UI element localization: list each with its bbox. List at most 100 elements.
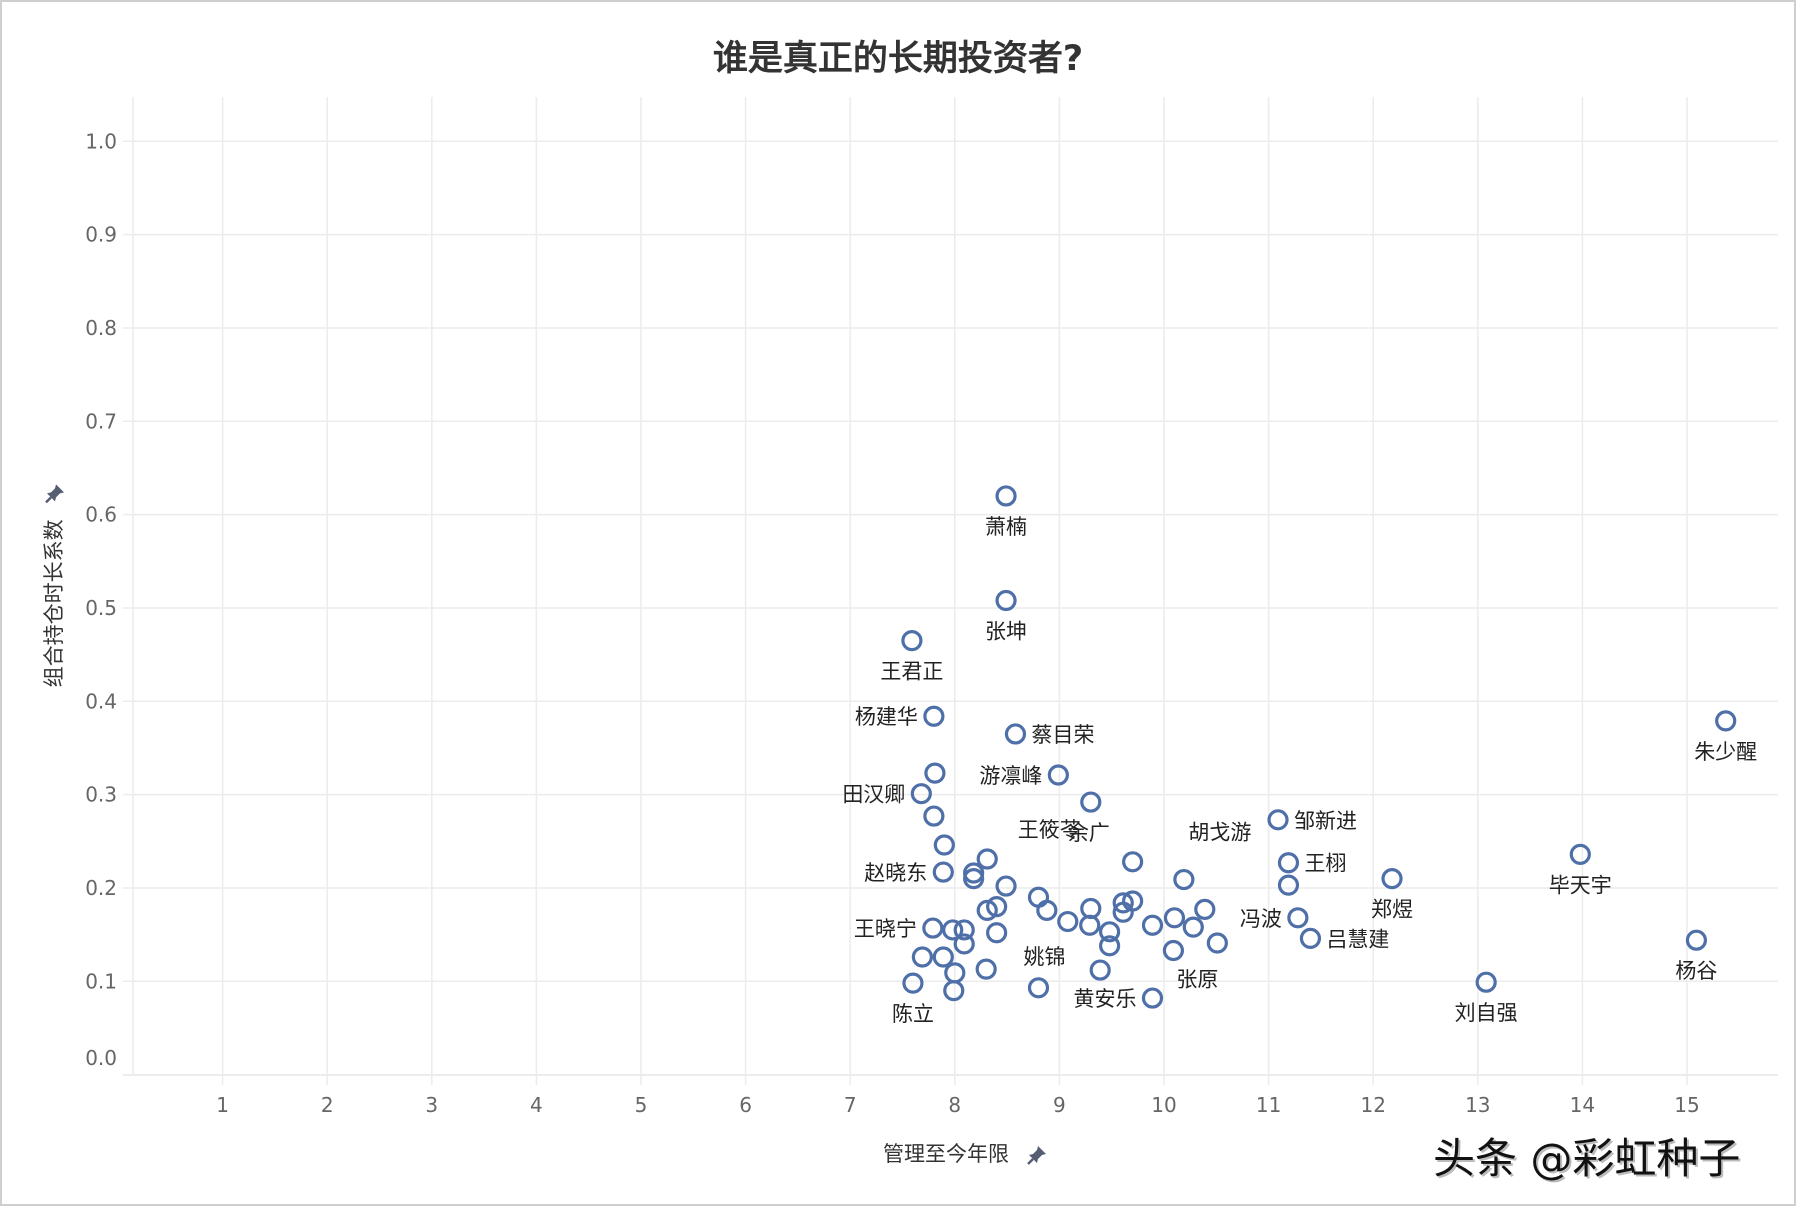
data-points [901, 485, 1737, 1009]
data-point[interactable] [1475, 971, 1497, 993]
gridlines [123, 97, 1778, 1085]
data-point[interactable] [1685, 929, 1708, 951]
data-point[interactable] [1287, 907, 1309, 929]
data-point[interactable] [1027, 886, 1050, 908]
data-point[interactable] [910, 783, 932, 805]
data-point[interactable] [1141, 914, 1164, 936]
x-axis-title-text: 管理至今年限 [883, 1142, 1009, 1166]
data-point[interactable] [922, 917, 944, 939]
y-axis-title: 组合持仓时长系数 [38, 483, 68, 688]
x-tick-label: 11 [1256, 1093, 1281, 1117]
point-label: 冯波 [1240, 907, 1282, 931]
y-tick-label: 0.3 [85, 783, 117, 807]
point-label: 朱少醒 [1694, 740, 1757, 764]
data-point[interactable] [976, 899, 998, 921]
x-tick-label: 5 [635, 1093, 648, 1117]
x-tick-label: 10 [1151, 1093, 1176, 1117]
x-tick-label: 7 [844, 1093, 857, 1117]
data-point[interactable] [995, 485, 1017, 507]
y-tick-label: 0.1 [85, 969, 117, 993]
data-point[interactable] [986, 922, 1008, 944]
point-label: 王栩 [1304, 852, 1346, 876]
point-label: 萧楠 [985, 515, 1027, 539]
data-point[interactable] [1057, 910, 1079, 933]
data-point[interactable] [995, 589, 1017, 612]
x-tick-label: 13 [1465, 1093, 1490, 1117]
point-label: 王君正 [880, 660, 943, 684]
data-point[interactable] [986, 896, 1008, 918]
y-axis-ticks: 0.0 0.1 0.2 0.3 0.4 0.5 0.6 0.7 0.8 0.9 1.0 [85, 129, 117, 1070]
pin-icon[interactable] [44, 483, 66, 505]
data-point[interactable] [911, 946, 933, 968]
watermark: 头条 @彩虹种子 [1433, 1134, 1741, 1183]
data-point[interactable] [1079, 914, 1101, 936]
data-point[interactable] [1080, 791, 1102, 813]
data-point[interactable] [1715, 710, 1737, 732]
data-point[interactable] [1141, 987, 1164, 1009]
point-label: 黄安乐 [1073, 987, 1136, 1011]
data-point[interactable] [923, 705, 945, 727]
y-tick-label: 0.5 [85, 596, 117, 620]
data-point[interactable] [1112, 892, 1134, 914]
point-label: 田汉卿 [842, 783, 905, 807]
x-tick-label: 4 [530, 1093, 543, 1117]
data-point[interactable] [1036, 899, 1058, 921]
data-point[interactable] [1112, 901, 1134, 923]
data-point[interactable] [963, 868, 985, 890]
y-tick-label: 0.6 [85, 503, 117, 527]
point-label: 王晓宁 [854, 917, 917, 941]
data-point[interactable] [1299, 927, 1322, 949]
point-label: 毕天宇 [1549, 873, 1612, 897]
data-point[interactable] [1194, 898, 1216, 921]
data-point[interactable] [1277, 874, 1300, 896]
x-tick-label: 9 [1053, 1093, 1066, 1117]
data-point[interactable] [932, 946, 954, 968]
data-point[interactable] [975, 958, 997, 980]
data-point[interactable] [1381, 868, 1403, 890]
data-point[interactable] [1206, 932, 1228, 954]
data-point[interactable] [1267, 809, 1289, 831]
x-axis-title: 管理至今年限 [883, 1138, 1048, 1168]
data-point[interactable] [953, 933, 975, 955]
data-point[interactable] [1089, 959, 1111, 981]
data-point[interactable] [1027, 977, 1050, 999]
data-point[interactable] [1122, 851, 1144, 873]
data-point[interactable] [942, 919, 964, 941]
data-point[interactable] [933, 834, 955, 856]
data-point[interactable] [1569, 843, 1591, 865]
point-label: 陈立 [892, 1002, 934, 1026]
data-point[interactable] [923, 805, 945, 827]
y-tick-label: 0.2 [85, 876, 117, 900]
data-point[interactable] [901, 630, 923, 652]
data-point[interactable] [1277, 852, 1300, 874]
point-label: 张坤 [985, 619, 1027, 643]
point-label: 蔡目荣 [1031, 723, 1094, 747]
x-tick-label: 1 [216, 1093, 229, 1117]
data-point[interactable] [1099, 921, 1121, 943]
data-point[interactable] [924, 762, 946, 784]
point-label: 张原 [1176, 967, 1218, 991]
data-point[interactable] [932, 861, 954, 883]
data-point[interactable] [1099, 935, 1121, 957]
point-label: 杨谷 [1675, 959, 1717, 983]
x-tick-label: 14 [1570, 1093, 1595, 1117]
data-point[interactable] [995, 875, 1017, 897]
pin-icon[interactable] [1026, 1144, 1048, 1166]
data-point[interactable] [902, 972, 924, 994]
data-point[interactable] [976, 848, 998, 870]
data-point[interactable] [943, 980, 965, 1002]
y-axis-title-text: 组合持仓时长系数 [42, 519, 66, 688]
y-tick-label: 0.0 [85, 1046, 117, 1070]
data-point[interactable] [1163, 907, 1186, 929]
data-point[interactable] [953, 919, 975, 941]
point-label: 邹新进 [1294, 809, 1357, 833]
data-point[interactable] [1173, 868, 1195, 891]
y-tick-label: 0.4 [85, 689, 117, 713]
data-point[interactable] [1004, 723, 1027, 745]
data-point[interactable] [1182, 916, 1204, 938]
y-tick-label: 1.0 [85, 129, 117, 153]
data-point[interactable] [1162, 939, 1185, 962]
data-point[interactable] [1047, 764, 1069, 786]
point-label: 赵晓东 [864, 861, 927, 885]
